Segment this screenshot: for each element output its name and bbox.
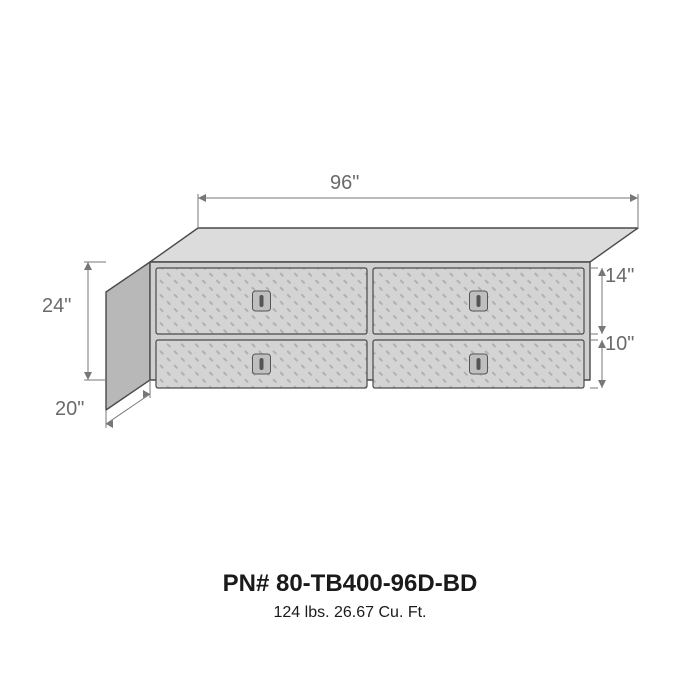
part-number-prefix: PN# [223,570,276,597]
spec-line: 124 lbs. 26.67 Cu. Ft. [0,604,700,622]
weight-spec: 124 lbs. [274,604,330,621]
dim-height-left: 24" [42,295,71,318]
part-number: 80-TB400-96D-BD [276,570,477,597]
dim-lower-right: 10" [605,333,634,356]
dim-upper-right: 14" [605,265,634,288]
part-number-line: PN# 80-TB400-96D-BD [0,570,700,598]
volume-spec: 26.67 Cu. Ft. [334,604,427,621]
product-drawing [0,0,700,560]
diagram-stage: 96" 24" 20" 14" 10" PN# 80-TB400-96D-BD … [0,0,700,700]
dim-depth-left: 20" [55,398,84,421]
caption-block: PN# 80-TB400-96D-BD 124 lbs. 26.67 Cu. F… [0,570,700,622]
dim-width-top: 96" [330,172,359,195]
